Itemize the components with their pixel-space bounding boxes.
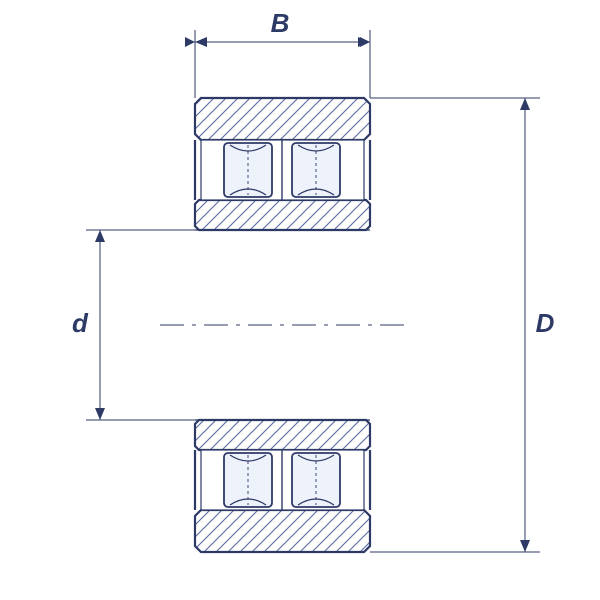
roller xyxy=(292,143,340,197)
dimension-label: d xyxy=(72,308,89,338)
dimension-label: D xyxy=(536,308,555,338)
inner-race-top xyxy=(195,200,370,230)
roller xyxy=(224,143,272,197)
roller xyxy=(224,453,272,507)
bearing-diagram: B Dd xyxy=(0,0,600,600)
outer-race-top xyxy=(195,98,370,140)
dimension-label: B xyxy=(271,8,290,38)
roller xyxy=(292,453,340,507)
outer-race-bottom xyxy=(195,510,370,552)
inner-race-bottom xyxy=(195,420,370,450)
